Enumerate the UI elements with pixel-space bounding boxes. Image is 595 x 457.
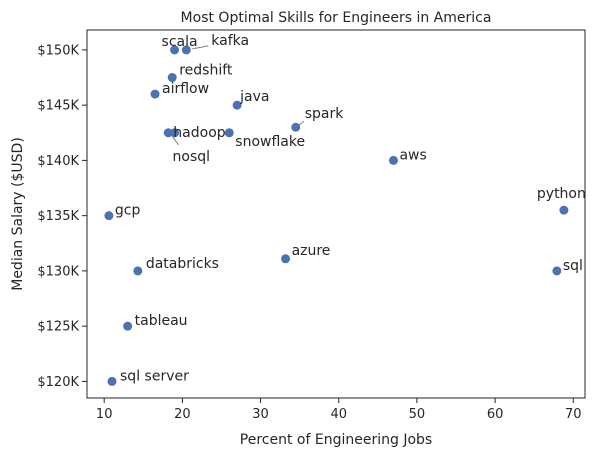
annotation-leader-line <box>172 136 179 146</box>
point-label: azure <box>292 243 331 259</box>
data-point <box>388 155 398 165</box>
point-label: python <box>537 186 586 202</box>
data-point <box>291 122 301 132</box>
y-tick-label: $135K <box>37 209 79 224</box>
data-point <box>167 73 177 83</box>
point-label: java <box>239 89 269 105</box>
data-points <box>104 45 569 386</box>
x-axis-ticks: 10 20 30 40 50 60 70 <box>96 398 582 422</box>
chart-title: Most Optimal Skills for Engineers in Ame… <box>181 10 492 26</box>
point-label: kafka <box>211 33 249 49</box>
x-tick-label: 40 <box>330 407 347 422</box>
y-tick-label: $130K <box>37 264 79 279</box>
point-label: nosql <box>173 149 211 165</box>
x-tick-label: 20 <box>174 407 191 422</box>
point-label: tableau <box>135 313 188 329</box>
y-tick-label: $120K <box>37 375 79 390</box>
data-point <box>163 128 173 138</box>
point-label: gcp <box>115 203 141 219</box>
plot-area <box>86 29 586 399</box>
point-label: redshift <box>179 63 233 79</box>
data-point <box>107 376 117 386</box>
data-point <box>281 254 291 264</box>
point-label: airflow <box>162 81 209 97</box>
point-label: snowflake <box>235 134 305 150</box>
y-tick-label: $125K <box>37 320 79 335</box>
data-point <box>170 128 180 138</box>
annotation-leader-lines <box>172 45 305 146</box>
point-label: sql server <box>120 368 189 384</box>
point-label: scala <box>162 34 198 50</box>
data-point <box>170 45 180 55</box>
point-label: databricks <box>146 256 219 272</box>
data-point <box>552 266 562 276</box>
y-axis-label: Median Salary ($USD) <box>10 137 26 291</box>
point-label: aws <box>399 147 426 163</box>
data-point <box>232 100 242 110</box>
data-point <box>224 128 234 138</box>
y-tick-label: $150K <box>37 43 79 58</box>
x-axis-label: Percent of Engineering Jobs <box>240 432 432 448</box>
point-labels: scala kafka redshift airflow java spark hadoop… <box>115 33 586 385</box>
x-tick-label: 50 <box>409 407 426 422</box>
data-point <box>181 45 191 55</box>
data-point <box>123 321 133 331</box>
x-tick-label: 10 <box>96 407 113 422</box>
y-tick-label: $140K <box>37 154 79 169</box>
annotation-leader-line <box>192 45 209 50</box>
point-label: sql <box>563 258 583 274</box>
y-axis-ticks: $120K $125K $130K $135K $140K $145K $150K <box>37 43 87 390</box>
data-point <box>150 89 160 99</box>
x-tick-label: 30 <box>252 407 269 422</box>
y-tick-label: $145K <box>37 99 79 114</box>
x-tick-label: 60 <box>487 407 504 422</box>
data-point <box>133 266 143 276</box>
annotation-leader-line <box>298 120 305 126</box>
data-point <box>104 211 114 221</box>
point-label: hadoop <box>173 125 225 141</box>
x-tick-label: 70 <box>565 407 582 422</box>
data-point <box>559 205 569 215</box>
point-label: spark <box>305 106 345 122</box>
